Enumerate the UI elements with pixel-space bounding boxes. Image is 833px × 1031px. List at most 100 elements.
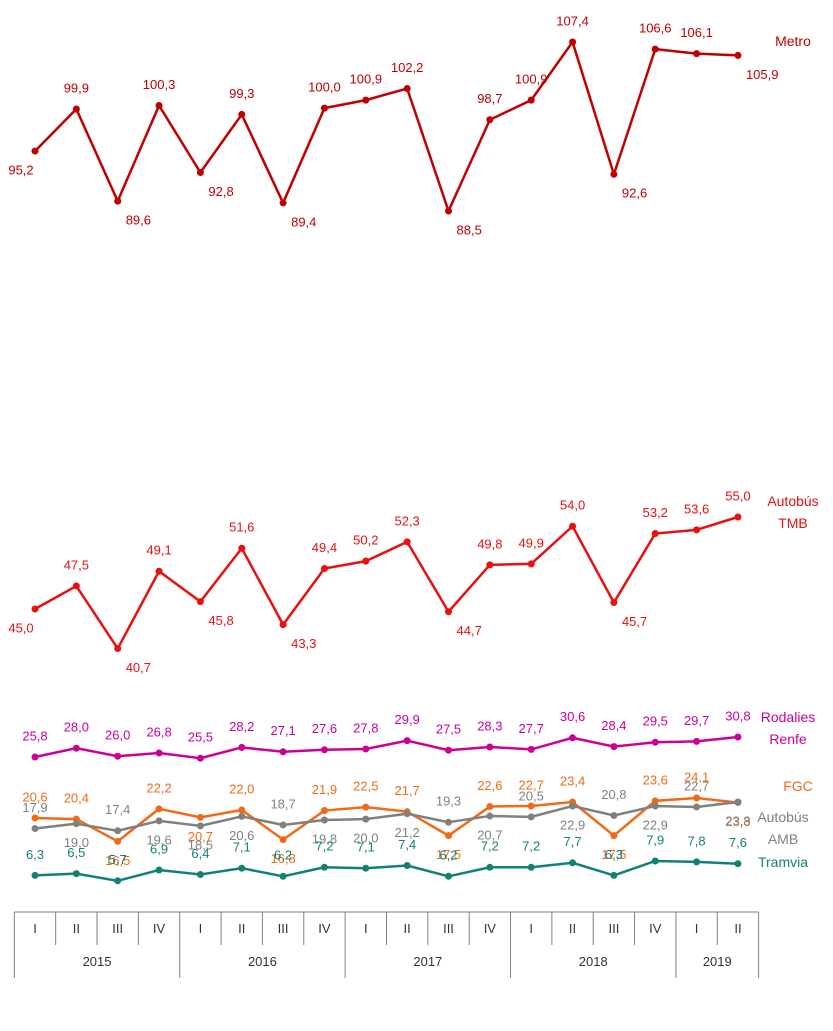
x-tick-label: IV: [484, 921, 497, 936]
point: [734, 798, 742, 806]
point: [693, 858, 701, 866]
data-label: 7,1: [233, 840, 251, 855]
series-name: Autobús TMB: [767, 493, 819, 531]
point: [734, 513, 742, 521]
point: [486, 812, 494, 820]
x-tick-label: II: [238, 921, 245, 936]
point: [114, 645, 122, 653]
point: [486, 116, 494, 124]
point: [610, 832, 618, 840]
point: [651, 738, 659, 746]
data-label: 7,9: [646, 832, 664, 847]
point: [31, 814, 39, 822]
point: [155, 101, 163, 109]
x-group-label: 2019: [703, 954, 732, 969]
x-tick-label: I: [33, 921, 37, 936]
data-label: 23,8: [725, 813, 750, 828]
point: [362, 557, 370, 565]
point: [362, 815, 370, 823]
data-label: 92,8: [208, 184, 233, 199]
data-label: 7,2: [481, 839, 499, 854]
data-label: 49,1: [146, 543, 171, 558]
x-tick-label: I: [364, 921, 368, 936]
point: [527, 745, 535, 753]
data-label: 18,5: [188, 837, 213, 852]
point: [527, 560, 535, 568]
data-label: 21,9: [312, 782, 337, 797]
data-label: 20,7: [188, 829, 213, 844]
point: [610, 812, 618, 819]
data-label: 28,2: [229, 719, 254, 734]
data-label: 19,8: [312, 831, 337, 846]
series-name: Metro: [775, 33, 811, 49]
point: [238, 544, 246, 552]
point: [196, 822, 204, 830]
data-label: 100,9: [515, 72, 548, 87]
data-label: 30,6: [560, 709, 585, 724]
point: [72, 870, 80, 878]
data-label: 23,3: [725, 814, 750, 829]
data-label: 7,7: [564, 834, 582, 849]
series-line: [34, 39, 739, 215]
data-label: 6,5: [67, 845, 85, 860]
data-label: 20,6: [229, 828, 254, 843]
point: [403, 538, 411, 546]
point: [527, 96, 535, 104]
point: [238, 864, 246, 872]
point: [445, 746, 452, 754]
point: [196, 871, 204, 878]
series-line: [34, 796, 739, 843]
point: [320, 816, 328, 824]
data-label: 55,0: [725, 488, 750, 503]
data-label: 22,0: [229, 781, 254, 796]
x-tick-label: IV: [318, 921, 331, 936]
x-tick-label: I: [529, 921, 533, 936]
data-label: 99,3: [229, 86, 254, 101]
data-label: 107,4: [556, 13, 589, 28]
point: [651, 802, 659, 810]
point: [196, 813, 204, 821]
data-label: 29,9: [394, 712, 419, 727]
point: [569, 859, 577, 867]
point: [72, 582, 80, 590]
x-tick-label: IV: [153, 921, 166, 936]
data-label: 27,8: [353, 720, 378, 735]
x-group-label: 2016: [248, 954, 277, 969]
data-label: 45,8: [208, 613, 233, 628]
point: [362, 96, 370, 104]
data-label: 106,1: [680, 25, 713, 40]
data-label: 6,2: [439, 848, 457, 863]
point: [196, 169, 204, 177]
point: [403, 737, 411, 745]
point: [279, 821, 287, 829]
data-label: 30,8: [725, 708, 750, 723]
x-tick-label: III: [112, 921, 123, 936]
point: [527, 802, 535, 810]
data-label: 6,3: [26, 847, 44, 862]
data-label: 25,5: [188, 730, 213, 745]
point: [320, 746, 328, 754]
point: [486, 743, 494, 751]
data-label: 7,4: [398, 837, 416, 852]
point: [403, 810, 411, 818]
series-line: [34, 515, 739, 651]
data-label: 17,4: [105, 802, 130, 817]
data-label: 102,2: [391, 60, 424, 75]
data-label: 51,6: [229, 520, 254, 535]
point: [651, 45, 659, 53]
point: [734, 733, 742, 741]
data-label: 20,0: [353, 831, 378, 846]
series-name: FGC: [783, 778, 813, 794]
data-label: 23,4: [560, 773, 585, 788]
data-label: 22,7: [684, 778, 709, 793]
x-tick-label: IV: [649, 921, 662, 936]
data-label: 27,6: [312, 721, 337, 736]
point: [569, 38, 577, 46]
data-label: 7,8: [688, 833, 706, 848]
data-label: 45,7: [622, 614, 647, 629]
data-label: 100,9: [350, 72, 383, 87]
point: [114, 837, 122, 845]
point: [320, 104, 328, 112]
data-label: 6,3: [605, 847, 623, 862]
x-tick-label: III: [608, 921, 619, 936]
